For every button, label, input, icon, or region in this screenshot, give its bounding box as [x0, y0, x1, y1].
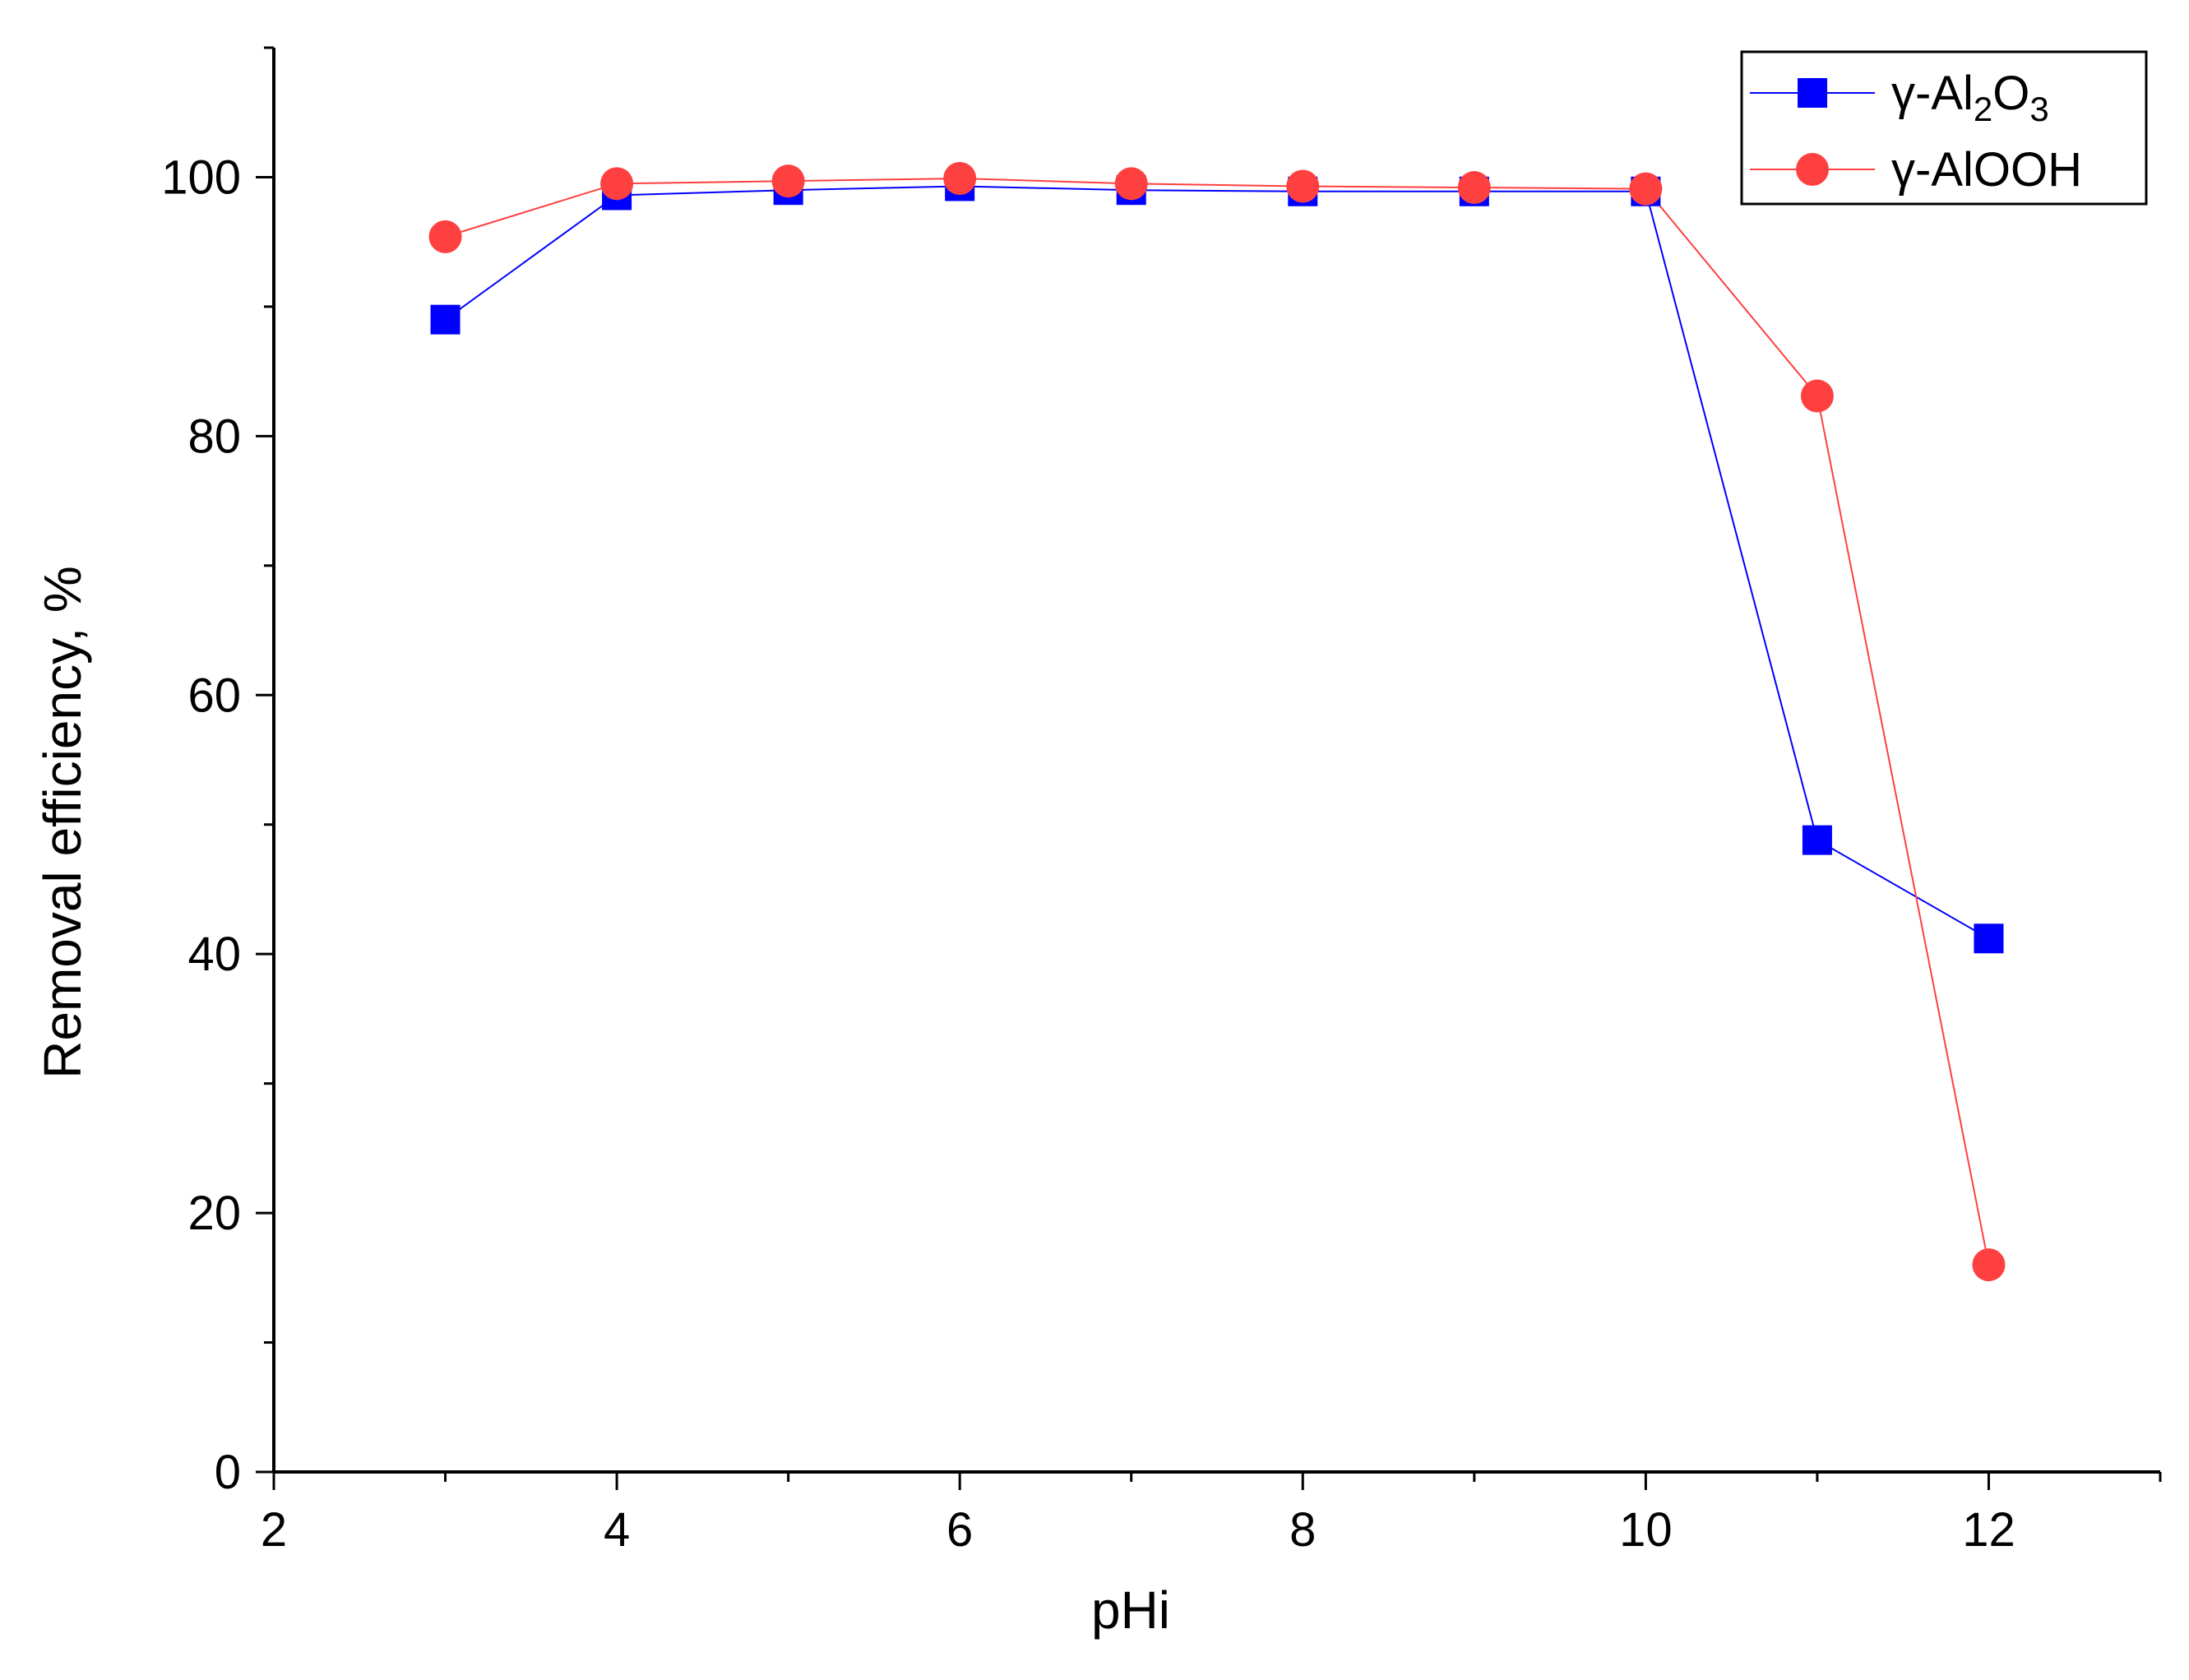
data-point-square	[1802, 825, 1832, 855]
x-tick-label: 8	[1289, 1503, 1316, 1557]
ticks: 2 4 6 8 10 12 0 20 40 60 80 100	[161, 46, 2162, 1557]
data-point-circle	[1286, 169, 1320, 203]
data-point-circle	[1114, 167, 1148, 201]
x-tick-label: 10	[1619, 1503, 1673, 1557]
data-point-circle	[1457, 171, 1491, 205]
data-point-square	[1974, 923, 2004, 954]
legend-label-al2o3: γ-Al2O3	[1891, 67, 2049, 128]
legend-marker-al2o3	[1798, 78, 1827, 108]
data-point-circle	[771, 164, 805, 198]
data-point-circle	[1972, 1248, 2006, 1282]
legend-marker-alooh	[1796, 153, 1829, 186]
axes	[272, 48, 2160, 1474]
legend-label-alooh: γ-AlOOH	[1891, 143, 2082, 197]
data-point-circle	[943, 162, 977, 196]
data-point-square	[430, 304, 460, 335]
legend: γ-Al2O3 γ-AlOOH	[1740, 50, 2148, 206]
y-tick-label: 40	[187, 928, 241, 981]
series-line-0	[444, 185, 1989, 940]
y-tick-label: 0	[215, 1446, 241, 1499]
y-tick-label: 60	[187, 669, 241, 722]
y-tick-label: 100	[161, 150, 241, 204]
data-point-circle	[428, 220, 462, 253]
y-axis-title: Removal efficiency, %	[33, 566, 92, 1079]
x-axis-title: pHi	[1091, 1580, 1170, 1640]
series-lines	[444, 178, 1990, 1266]
series-markers	[428, 162, 2006, 1282]
x-tick-label: 6	[946, 1503, 973, 1557]
y-tick-label: 20	[187, 1187, 241, 1240]
x-tick-label: 12	[1962, 1503, 2015, 1557]
x-tick-label: 4	[604, 1503, 630, 1557]
x-tick-label: 2	[261, 1503, 287, 1557]
data-point-circle	[1629, 172, 1663, 206]
y-tick-label: 80	[187, 410, 241, 463]
data-point-circle	[1800, 379, 1834, 413]
data-point-circle	[600, 167, 634, 201]
series-line-1	[445, 178, 1990, 1266]
